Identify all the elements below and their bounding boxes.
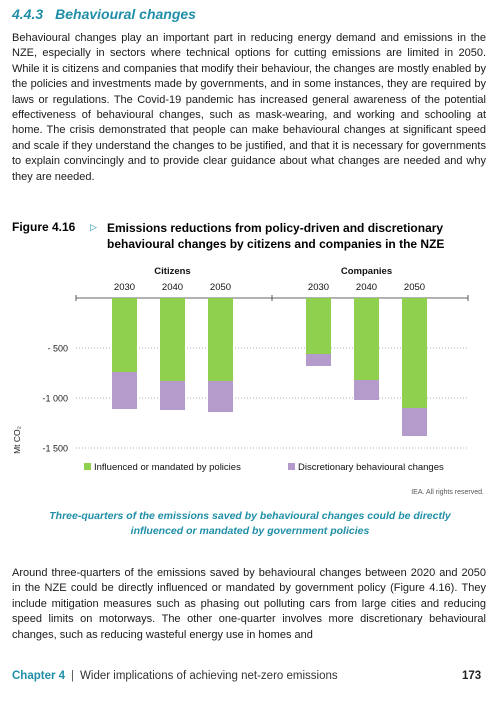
bar-discretionary [208, 381, 233, 412]
bar-policy [112, 298, 137, 372]
section-title: Behavioural changes [55, 6, 196, 22]
group-label: Citizens [154, 266, 190, 277]
rights-notice: IEA. All rights reserved. [411, 489, 484, 496]
y-tick-label: - 500 [47, 344, 68, 354]
figure-caption: Three-quarters of the emissions saved by… [49, 510, 451, 537]
category-label: 2050 [404, 282, 425, 293]
category-label: 2030 [308, 282, 329, 293]
legend-swatch [288, 463, 295, 470]
bar-policy [354, 298, 379, 380]
y-tick-label: -1 500 [42, 444, 68, 454]
legend-label: Influenced or mandated by policies [94, 462, 241, 473]
figure-title: Emissions reductions from policy-driven … [107, 221, 445, 251]
y-axis-label: Mt CO₂ [12, 426, 22, 454]
body-paragraph-1: Behavioural changes play an important pa… [12, 32, 486, 183]
bar-discretionary [354, 380, 379, 400]
section-heading: 4.4.3 Behavioural changes [12, 6, 196, 22]
figure-label: Figure 4.16 [12, 220, 76, 234]
y-tick-label: -1 000 [42, 394, 68, 404]
footer-separator: | [71, 670, 75, 682]
category-label: 2050 [210, 282, 231, 293]
bar-policy [402, 298, 427, 408]
bar-policy [208, 298, 233, 381]
section-number: 4.4.3 [12, 6, 44, 22]
category-label: 2030 [114, 282, 135, 293]
group-label: Companies [341, 266, 392, 277]
footer-chapter: Chapter 4 | Wider implications of achievin… [12, 670, 338, 682]
bar-discretionary [160, 381, 185, 410]
legend-swatch [84, 463, 91, 470]
bar-discretionary [112, 372, 137, 409]
legend-label: Discretionary behavioural changes [298, 462, 444, 473]
bar-discretionary [402, 408, 427, 436]
emissions-chart: - 500 -1 000 -1 500 Mt CO₂ Citizens 2030 2040 2… [12, 266, 484, 496]
page-number: 173 [462, 670, 482, 682]
chapter-label: Chapter 4 [12, 670, 66, 682]
bar-policy [306, 298, 331, 354]
chapter-title: Wider implications of achieving net-zero… [80, 670, 338, 682]
bar-policy [160, 298, 185, 381]
body-paragraph-2: Around three-quarters of the emissions s… [12, 567, 486, 641]
bar-discretionary [306, 354, 331, 366]
category-label: 2040 [356, 282, 377, 293]
category-label: 2040 [162, 282, 183, 293]
figure-arrow-icon: ▷ [90, 222, 97, 232]
